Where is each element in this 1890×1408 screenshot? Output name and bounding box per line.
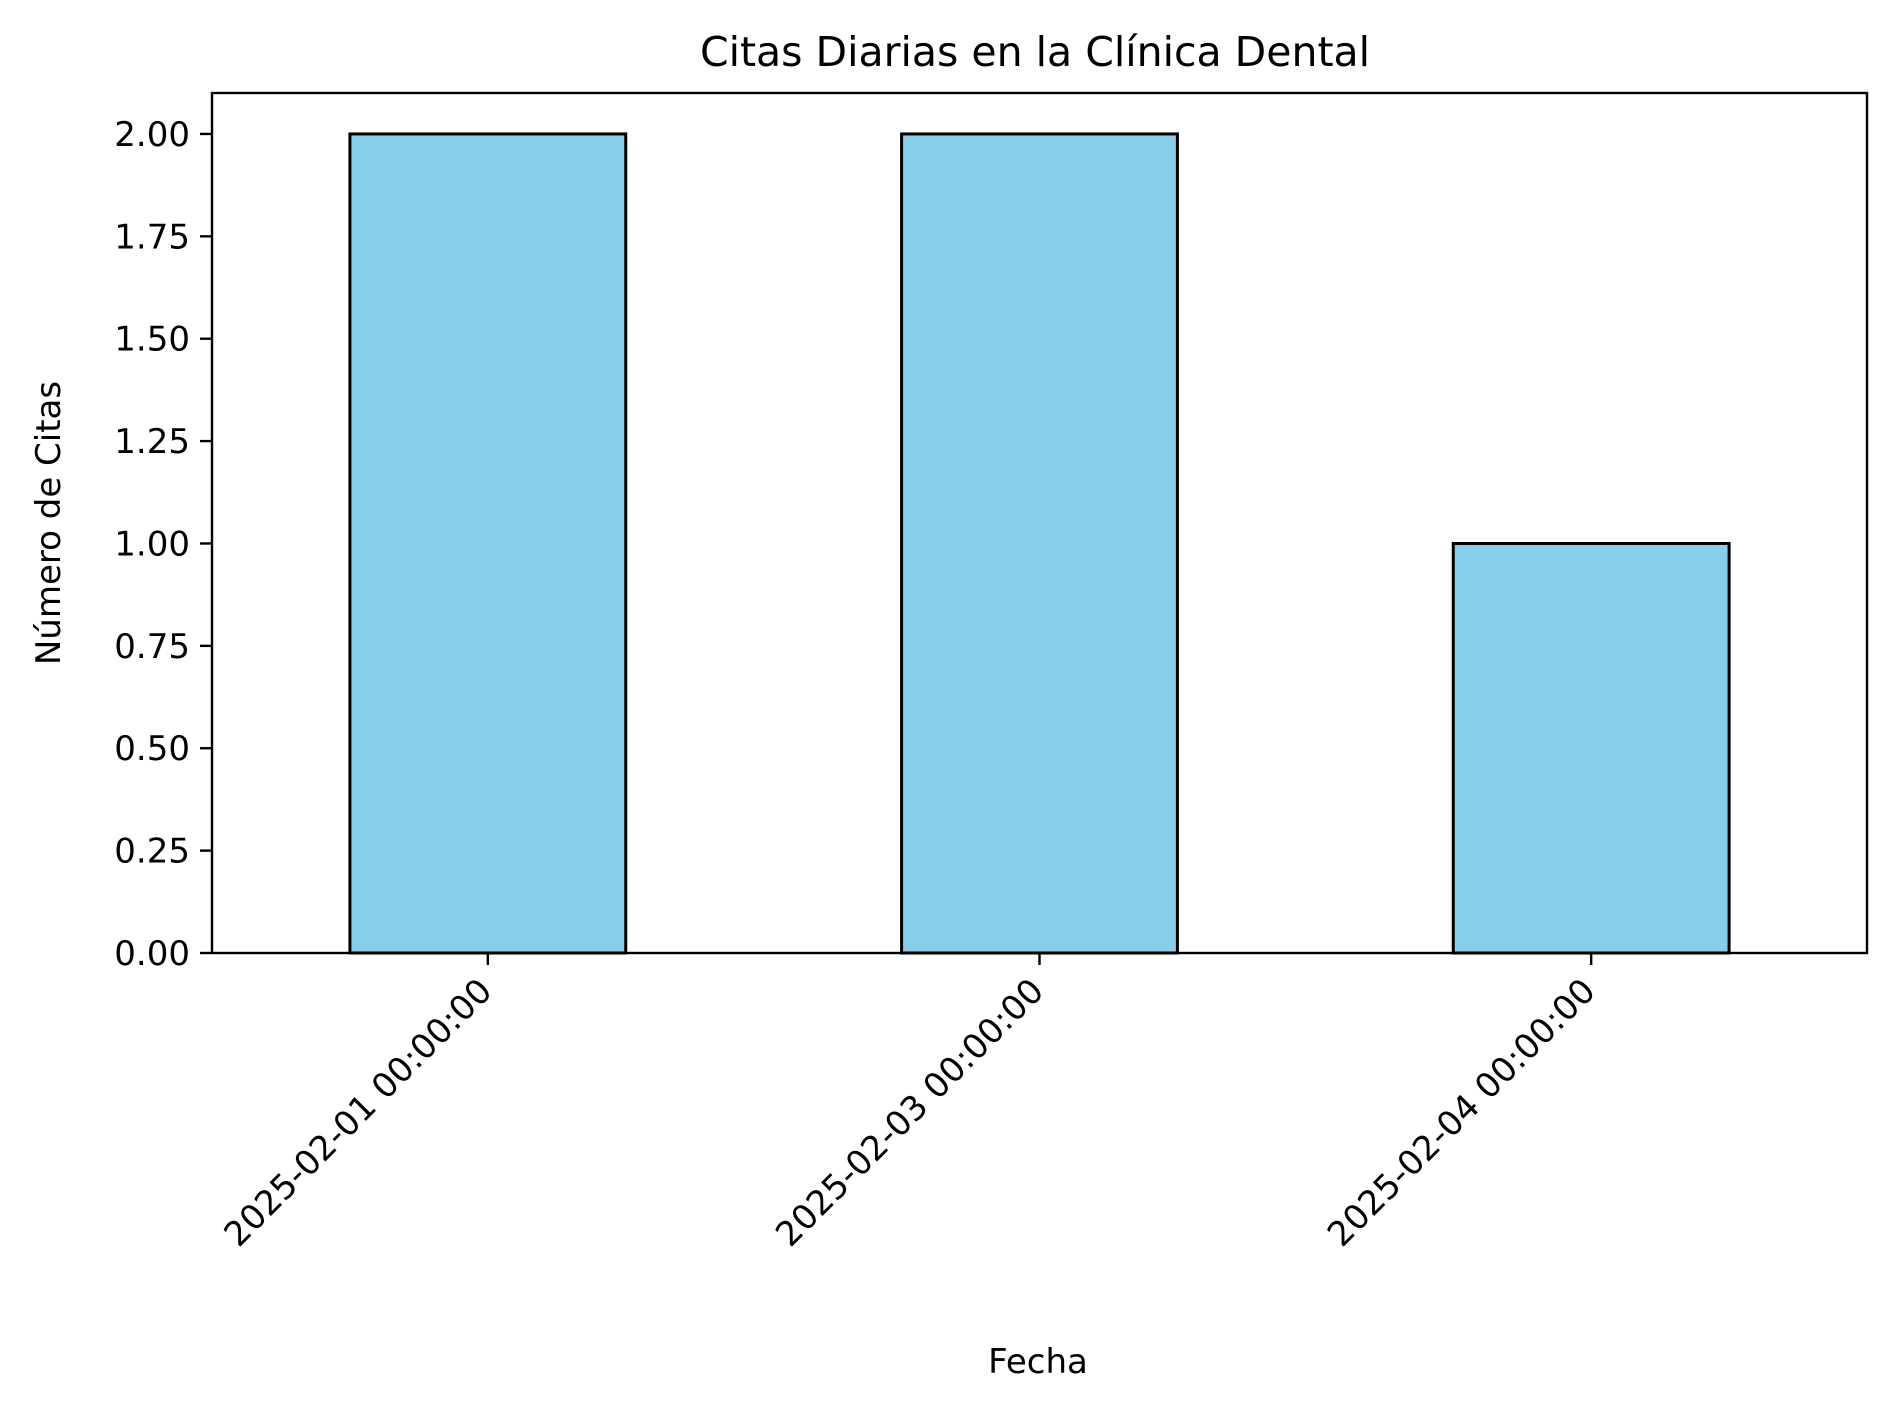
y-tick-label: 2.00 [114,115,190,155]
y-tick-label: 1.00 [114,524,190,564]
x-axis-label: Fecha [988,1342,1088,1382]
y-tick-label: 0.75 [114,627,190,667]
bars-group [348,132,1731,955]
y-tick-label: 1.25 [114,422,190,462]
y-axis-ticks: 0.00 0.25 0.50 0.75 1.00 1.25 1.50 1.75 2.00 [114,115,212,974]
y-tick-label: 1.50 [114,320,190,360]
bar-2 [900,132,1179,955]
y-tick-label: 0.00 [114,934,190,974]
y-tick-label: 1.75 [114,217,190,257]
y-axis-label: Número de Citas [29,381,69,665]
y-tick-label: 0.25 [114,832,190,872]
bar-3 [1451,541,1731,955]
chart-title: Citas Diarias en la Clínica Dental [700,28,1370,76]
bar-1 [348,132,628,955]
y-tick-label: 0.50 [114,729,190,769]
